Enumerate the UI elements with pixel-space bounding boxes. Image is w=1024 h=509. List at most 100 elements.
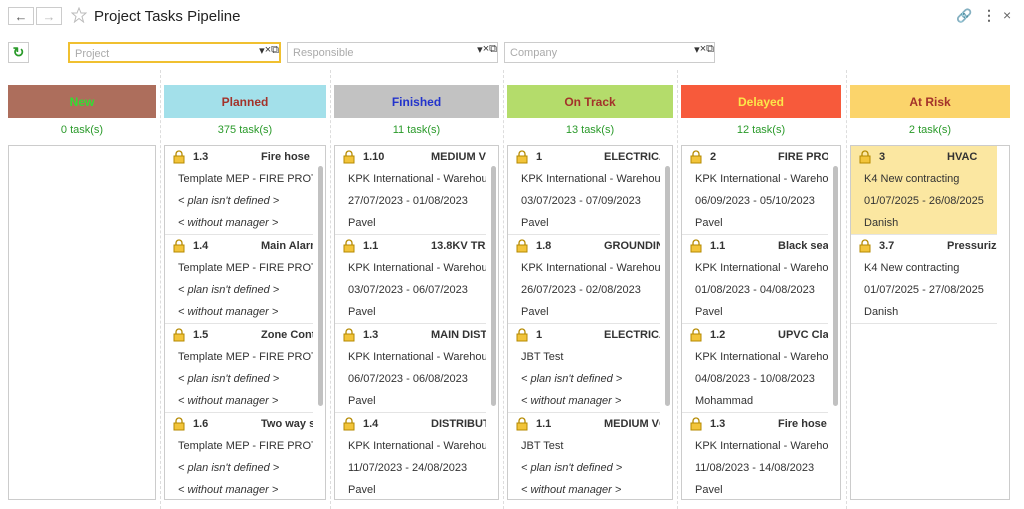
menu-icon[interactable]: ⋮ <box>982 7 996 23</box>
task-count: 2 task(s) <box>908 124 952 136</box>
card-header: 1.5 Zone Contr <box>165 324 313 346</box>
lock-icon <box>343 150 355 164</box>
task-card[interactable]: 1.4 Main Alarm Template MEP - FIRE PROT < p… <box>165 235 313 324</box>
task-count: 0 task(s) <box>60 124 104 136</box>
task-card[interactable]: 1 ELECTRICA KPK International - Warehou 03/… <box>508 146 660 235</box>
task-card[interactable]: 1.3 MAIN DISTI KPK International - Warehou… <box>335 324 486 413</box>
task-name: Black sean <box>778 240 828 252</box>
task-project: Template MEP - FIRE PROT <box>178 262 313 274</box>
task-name: Fire hose c <box>261 151 313 163</box>
column-header[interactable]: Finished <box>334 85 499 118</box>
filter-button[interactable]: ⧉ <box>489 43 497 55</box>
task-card[interactable]: 1.6 Two way si Template MEP - FIRE PROT < p… <box>165 413 313 499</box>
task-number: 1.1 <box>710 240 726 252</box>
task-card[interactable]: 1.3 Fire hose c KPK International - Wareho… <box>682 413 828 499</box>
card-header: 3 HVAC <box>851 146 997 168</box>
task-plan: < plan isn't defined > <box>178 373 280 385</box>
task-card[interactable]: 1.1 Black sean KPK International - Wareho 0… <box>682 235 828 324</box>
task-manager: < without manager > <box>178 395 279 407</box>
task-manager: Pavel <box>348 395 376 407</box>
close-icon[interactable]: × <box>1003 7 1012 23</box>
task-name: Pressurizati <box>947 240 997 252</box>
task-card[interactable]: 2 FIRE PROT KPK International - Wareho 06/0… <box>682 146 828 235</box>
task-project: Template MEP - FIRE PROT <box>178 440 313 452</box>
filter-button[interactable]: ⧉ <box>271 44 279 56</box>
lock-icon <box>690 328 702 342</box>
task-plan: 01/08/2023 - 04/08/2023 <box>695 284 815 296</box>
scrollbar[interactable] <box>833 166 838 406</box>
back-button[interactable]: ← <box>8 7 34 25</box>
task-number: 1.3 <box>193 151 209 163</box>
filter-button[interactable]: × <box>482 43 490 55</box>
task-name: DISTRIBUT <box>431 418 486 430</box>
card-header: 1.3 MAIN DISTI <box>335 324 486 346</box>
task-name: HVAC <box>947 151 978 163</box>
task-manager: Pavel <box>695 217 723 229</box>
task-plan: < plan isn't defined > <box>178 462 280 474</box>
task-card[interactable]: 1.8 GROUNDIN KPK International - Warehou 26… <box>508 235 660 324</box>
task-card[interactable]: 1.4 DISTRIBUT KPK International - Warehou 1… <box>335 413 486 499</box>
filter-button[interactable]: ▾ <box>477 44 483 56</box>
task-number: 2 <box>710 151 717 163</box>
task-card[interactable]: 1.5 Zone Contr Template MEP - FIRE PROT < p… <box>165 324 313 413</box>
task-number: 1.2 <box>710 329 726 341</box>
column-header[interactable]: Planned <box>164 85 326 118</box>
column-header[interactable]: On Track <box>507 85 673 118</box>
card-header: 1.8 GROUNDIN <box>508 235 660 257</box>
task-card[interactable]: 1.1 13.8KV TRA KPK International - Warehou… <box>335 235 486 324</box>
task-card[interactable]: 3 HVAC K4 New contracting 01/07/2025 - 26/0… <box>851 146 997 235</box>
task-plan: < plan isn't defined > <box>178 284 280 296</box>
column-header[interactable]: New <box>8 85 156 118</box>
filter-button[interactable]: ⧉ <box>706 43 714 55</box>
column-header[interactable]: Delayed <box>681 85 841 118</box>
task-name: FIRE PROT <box>778 151 828 163</box>
task-manager: Pavel <box>348 217 376 229</box>
task-card[interactable]: 1.2 UPVC Clas KPK International - Wareho 04… <box>682 324 828 413</box>
filter-input[interactable]: Responsible ▾ × ⧉ <box>287 42 498 63</box>
task-name: Zone Contr <box>261 329 313 341</box>
task-card[interactable]: 1.10 MEDIUM VC KPK International - Warehou… <box>335 146 486 235</box>
task-manager: < without manager > <box>178 217 279 229</box>
card-list: 1.10 MEDIUM VC KPK International - Warehou… <box>334 145 499 500</box>
task-name: ELECTRICA <box>604 151 660 163</box>
filter-button[interactable]: ▾ <box>694 44 700 56</box>
scrollbar[interactable] <box>665 166 670 406</box>
task-project: KPK International - Warehou <box>348 173 486 185</box>
card-header: 1.1 13.8KV TRA <box>335 235 486 257</box>
filter-input[interactable]: Project ▾ × ⧉ <box>68 42 281 63</box>
card-header: 1.4 Main Alarm <box>165 235 313 257</box>
page-title: Project Tasks Pipeline <box>94 8 241 25</box>
column-separator <box>677 70 678 509</box>
link-icon[interactable]: 🔗 <box>956 8 973 23</box>
filter-button[interactable]: × <box>699 43 707 55</box>
filter-input[interactable]: Company ▾ × ⧉ <box>504 42 715 63</box>
column-header[interactable]: At Risk <box>850 85 1010 118</box>
task-plan: 27/07/2023 - 01/08/2023 <box>348 195 468 207</box>
scrollbar[interactable] <box>318 166 323 406</box>
forward-button[interactable]: → <box>36 7 62 25</box>
card-header: 1.6 Two way si <box>165 413 313 435</box>
task-plan: 06/07/2023 - 06/08/2023 <box>348 373 468 385</box>
card-header: 1.1 Black sean <box>682 235 828 257</box>
card-header: 1.3 Fire hose c <box>682 413 828 435</box>
task-manager: Mohammad <box>695 395 754 407</box>
scrollbar[interactable] <box>491 166 496 406</box>
task-card[interactable]: 1 ELECTRICA JBT Test < plan isn't defined >… <box>508 324 660 413</box>
task-card[interactable]: 3.7 Pressurizati K4 New contracting 01/07/2… <box>851 235 997 324</box>
task-number: 1.3 <box>710 418 726 430</box>
favorite-star[interactable] <box>71 7 87 23</box>
task-card[interactable]: 1.3 Fire hose c Template MEP - FIRE PROT < … <box>165 146 313 235</box>
filter-button[interactable]: × <box>264 44 272 56</box>
lock-icon <box>343 417 355 431</box>
lock-icon <box>516 417 528 431</box>
task-number: 1 <box>536 329 543 341</box>
task-manager: Pavel <box>695 484 723 496</box>
filter-button[interactable]: ▾ <box>259 45 265 57</box>
lock-icon <box>690 150 702 164</box>
task-number: 1.3 <box>363 329 379 341</box>
task-card[interactable]: 1.1 MEDIUM VC JBT Test < plan isn't defined… <box>508 413 660 499</box>
card-list: 2 FIRE PROT KPK International - Wareho 06/0… <box>681 145 841 500</box>
refresh-button[interactable]: ↻ <box>8 42 29 63</box>
task-number: 1.4 <box>363 418 379 430</box>
